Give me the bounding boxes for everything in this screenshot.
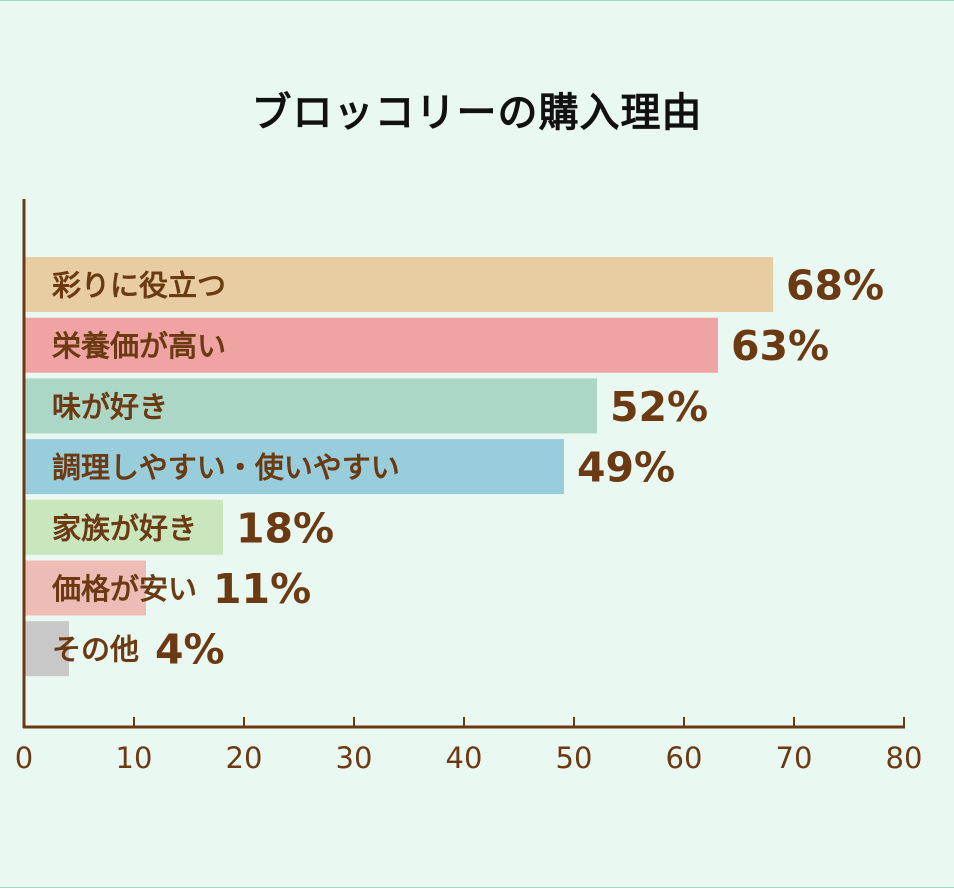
bar-5 [25, 499, 223, 555]
x-tick-label-20: 20 [226, 741, 263, 775]
x-tick-label-80: 80 [886, 741, 923, 775]
x-tick-label-50: 50 [556, 741, 593, 775]
bar-1 [25, 257, 773, 312]
x-tick-label-30: 30 [336, 741, 373, 775]
bar-label-1: 彩りに役立つ [52, 269, 226, 303]
value-label-1: 68% [786, 262, 884, 310]
bar-label-7: その他 [52, 633, 139, 667]
bar-label-2: 栄養価が高い [52, 329, 226, 363]
bar-label-4: 調理しやすい・使いやすい [52, 451, 400, 485]
value-label-3: 52% [610, 383, 708, 431]
bar-label-3: 味が好き [52, 390, 168, 424]
value-label-5: 18% [236, 504, 334, 552]
x-tick-label-0: 0 [15, 741, 33, 775]
bar-label-5: 家族が好き [52, 511, 197, 545]
bar-4 [25, 439, 564, 495]
value-label-7: 4% [155, 626, 225, 674]
value-label-6: 11% [213, 565, 311, 613]
bars-layer: 彩りに役立つ 68% 栄養価が高い 63% 味が好き 52% 調理しやすい・使いやすい 49%… [25, 257, 884, 677]
bar-2 [25, 317, 718, 373]
value-label-4: 49% [577, 444, 675, 492]
x-axis: 0 10 20 30 40 50 60 70 80 [15, 199, 923, 775]
bar-7 [25, 621, 69, 677]
x-tick-label-40: 40 [446, 741, 483, 775]
bar-3 [25, 378, 597, 434]
x-tick-label-60: 60 [666, 741, 703, 775]
bar-6 [25, 560, 146, 616]
chart-title: ブロッコリーの購入理由 [251, 90, 703, 136]
x-tick-label-70: 70 [776, 741, 813, 775]
x-tick-label-10: 10 [116, 741, 153, 775]
value-label-2: 63% [731, 322, 829, 370]
bar-label-6: 価格が安い [51, 572, 197, 606]
